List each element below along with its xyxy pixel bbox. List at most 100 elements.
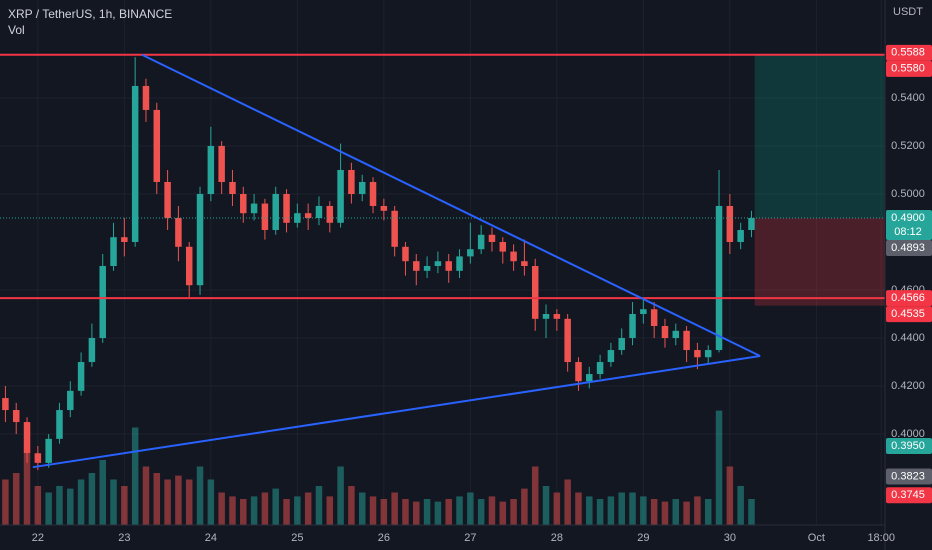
candle-body [164,181,171,218]
volume-bar [488,496,496,525]
volume-bar [553,492,561,525]
candle-body [121,237,128,242]
volume-bar [391,492,398,525]
volume-bar [456,496,463,525]
x-tick-label: 22 [32,532,44,544]
volume-bar [672,499,680,525]
candle-body [499,241,507,252]
candle-body [726,205,734,242]
candle-body [99,266,106,339]
x-tick-label: 18:00 [867,532,895,544]
candle-body [229,181,236,194]
candle-body [618,338,625,351]
price-label-bg [886,306,932,323]
volume-bar [661,501,669,525]
volume-bar [196,466,204,525]
x-tick-label: 30 [724,532,736,544]
volume-bar [218,492,225,525]
volume-bar [56,486,63,525]
position-box [754,54,885,306]
candle-body [531,266,539,319]
y-tick-label: 0.5200 [891,140,925,152]
volume-bar [607,496,615,525]
x-tick-label: 24 [205,532,217,544]
volume-bar [304,492,312,525]
candle-body [402,246,409,262]
candle-body [142,85,150,110]
candle-body [34,453,42,463]
volume-bar [142,466,150,525]
volume-label: Vol [8,23,25,37]
volume-bar [629,492,636,525]
candle-body [110,237,117,267]
price-label: 0.3950 [891,440,925,452]
volume-bar [110,479,117,525]
volume-bar [575,492,582,525]
volume-bar [261,492,269,525]
candle-body [521,261,528,267]
volume-bar [434,501,442,525]
price-label: 0.4893 [891,242,925,254]
volume-bar [67,488,74,525]
candle-body [12,410,20,423]
candle-body [358,181,366,194]
volume-bar [445,499,452,525]
grid [0,0,885,525]
candle-body [434,261,442,267]
candle-body [369,181,377,206]
drawings [0,53,885,469]
price-label-bg [886,60,932,77]
candle-body [337,169,344,223]
volume-bar [380,499,388,525]
volume-bar [337,466,344,525]
volume-bar [640,496,647,525]
candle-body [596,362,604,375]
volume-bar [683,501,690,525]
candle-body [380,205,388,211]
candle-body [131,85,139,242]
candle-body [185,246,193,286]
volume-bar [402,499,409,525]
volume-bar [499,501,507,525]
volume-bar [250,496,258,525]
candle-body [661,326,669,339]
volume-pane [2,410,755,525]
candle-body [315,205,323,218]
price-label-bg [886,44,932,61]
candle-body [23,422,31,454]
volume-bar [358,492,366,525]
volume-bar [326,496,334,525]
volume-bar [477,499,485,525]
candle-body [456,256,463,271]
candle-body [510,251,517,262]
volume-bar [229,496,236,525]
volume-bar [121,486,128,525]
price-axis [885,0,932,550]
candles [2,57,755,471]
volume-bar [240,499,247,525]
candle-body [629,314,636,339]
candle-body [153,109,161,182]
volume-bar [521,488,528,525]
volume-bar [45,492,52,525]
candle-body [261,203,269,230]
candle-body [542,314,550,319]
candle-body [683,330,690,351]
y-tick-label: 0.4200 [891,380,925,392]
candle-body [607,350,615,363]
price-label: 0.4566 [891,292,925,304]
x-tick-label: 27 [464,532,476,544]
volume-bar [618,492,625,525]
candle-body [88,338,96,363]
volume-bar [77,479,85,525]
price-label: 0.4900 [891,212,925,224]
x-tick-label: Oct [808,532,825,544]
loss-zone [754,217,885,306]
price-label-bg [886,290,932,307]
volume-bar [283,499,290,525]
volume-bar [185,479,193,525]
candle-body [748,217,755,230]
volume-bar [272,488,279,525]
volume-bar [748,499,755,525]
price-label: 0.5588 [891,47,925,59]
